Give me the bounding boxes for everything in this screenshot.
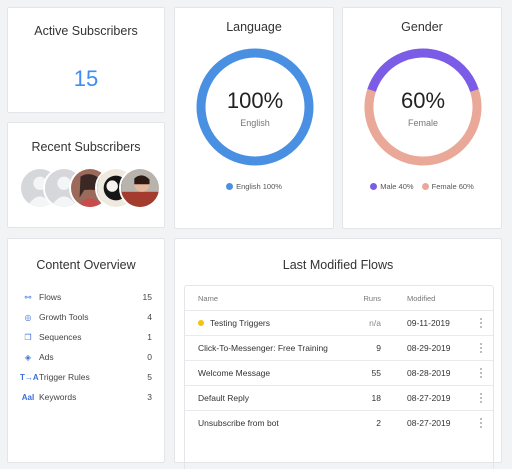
column-header-modified: Modified (407, 293, 436, 303)
active-subscribers-title: Active Subscribers (34, 24, 138, 38)
overview-item-keywords[interactable]: AaI Keywords 3 (21, 392, 152, 402)
language-legend: English 100% (175, 182, 333, 191)
flow-name: Click-To-Messenger: Free Training (198, 343, 328, 353)
legend-item-male: Male 40% (370, 182, 414, 191)
gender-donut-slice-male (364, 48, 482, 166)
recent-subscribers-avatars (19, 167, 161, 211)
growth-tools-icon: ◎ (24, 312, 32, 322)
language-donut-slice-english (196, 48, 314, 166)
gender-percent: 60% (400, 88, 446, 113)
content-overview-title: Content Overview (36, 258, 136, 272)
flow-runs: 18 (371, 393, 381, 403)
language-donut (196, 48, 314, 166)
language-title: Language (226, 20, 282, 34)
gender-donut (364, 48, 482, 166)
last-modified-flows-title: Last Modified Flows (282, 258, 394, 272)
keywords-icon: AaI (21, 392, 35, 402)
overview-item-growth-tools[interactable]: ◎ Growth Tools 4 (20, 307, 153, 327)
flow-name: Default Reply (198, 393, 250, 403)
ads-icon: ◈ (24, 352, 32, 362)
overview-item-trigger-rules[interactable]: T→A Trigger Rules 5 (20, 372, 152, 382)
flow-name: Unsubscribe from bot (198, 418, 279, 428)
table-row[interactable]: Default Reply 18 08-27-2019 (185, 385, 493, 410)
flow-modified: 08-27-2019 (407, 393, 451, 403)
language-percent: 100% (226, 88, 284, 113)
table-row[interactable]: Click-To-Messenger: Free Training 9 08-2… (185, 335, 493, 360)
row-menu-icon[interactable] (475, 311, 487, 335)
recent-subscribers-card: Recent Subscribers (7, 122, 165, 228)
content-overview-list: ⚯ Flows 15 ◎ Growth Tools 4 ❐ Sequences 1 ◈ Ads… (20, 287, 152, 407)
flow-modified: 09-11-2019 (407, 318, 450, 328)
gender-legend: Male 40% Female 60% (343, 182, 501, 191)
gender-card: Gender 60% Female Male 40% Female 60% (342, 7, 502, 229)
sequences-icon: ❐ (24, 332, 32, 342)
table-row[interactable]: Testing Triggers n/a 09-11-2019 (185, 310, 493, 335)
row-menu-icon[interactable] (475, 361, 487, 385)
flow-modified: 08-29-2019 (407, 343, 451, 353)
flows-icon: ⚯ (24, 292, 32, 302)
flows-table-header: Name Runs Modified (185, 286, 493, 310)
overview-item-flows[interactable]: ⚯ Flows 15 (20, 287, 152, 307)
table-row[interactable]: Welcome Message 55 08-28-2019 (185, 360, 493, 385)
overview-item-ads[interactable]: ◈ Ads 0 (20, 347, 152, 367)
flow-modified: 08-27-2019 (407, 418, 451, 428)
last-modified-flows-card: Last Modified Flows Name Runs Modified T… (174, 238, 502, 469)
gender-label: Female (407, 118, 438, 128)
flow-name: Testing Triggers (210, 318, 270, 328)
column-header-runs: Runs (363, 293, 381, 303)
row-menu-icon[interactable] (475, 386, 487, 410)
flows-table: Name Runs Modified Testing Triggers n/a … (184, 285, 494, 469)
gender-title: Gender (401, 20, 443, 34)
avatar[interactable] (119, 167, 161, 209)
column-header-name: Name (198, 293, 219, 303)
trigger-rules-icon: T→A (20, 372, 39, 382)
flow-modified: 08-28-2019 (407, 368, 451, 378)
active-subscribers-card: Active Subscribers 15 (7, 7, 165, 113)
row-menu-icon[interactable] (475, 411, 487, 435)
flow-runs: 9 (376, 343, 381, 353)
language-card: Language 100% English English 100% (174, 7, 334, 229)
legend-item-female: Female 60% (421, 182, 474, 191)
status-dot (198, 320, 204, 326)
language-label: English (240, 118, 270, 128)
overview-item-sequences[interactable]: ❐ Sequences 1 (20, 327, 152, 347)
row-menu-icon[interactable] (475, 336, 487, 360)
flow-name: Welcome Message (198, 368, 271, 378)
legend-item-english: English 100% (226, 182, 282, 191)
flow-runs: 2 (376, 418, 381, 428)
active-subscribers-count: 15 (73, 66, 99, 91)
recent-subscribers-title: Recent Subscribers (31, 140, 141, 154)
flow-runs: 55 (371, 368, 381, 378)
table-row[interactable]: Unsubscribe from bot 2 08-27-2019 (185, 410, 493, 435)
flow-runs: n/a (369, 318, 381, 328)
content-overview-card: Content Overview ⚯ Flows 15 ◎ Growth Tools 4… (7, 238, 165, 463)
